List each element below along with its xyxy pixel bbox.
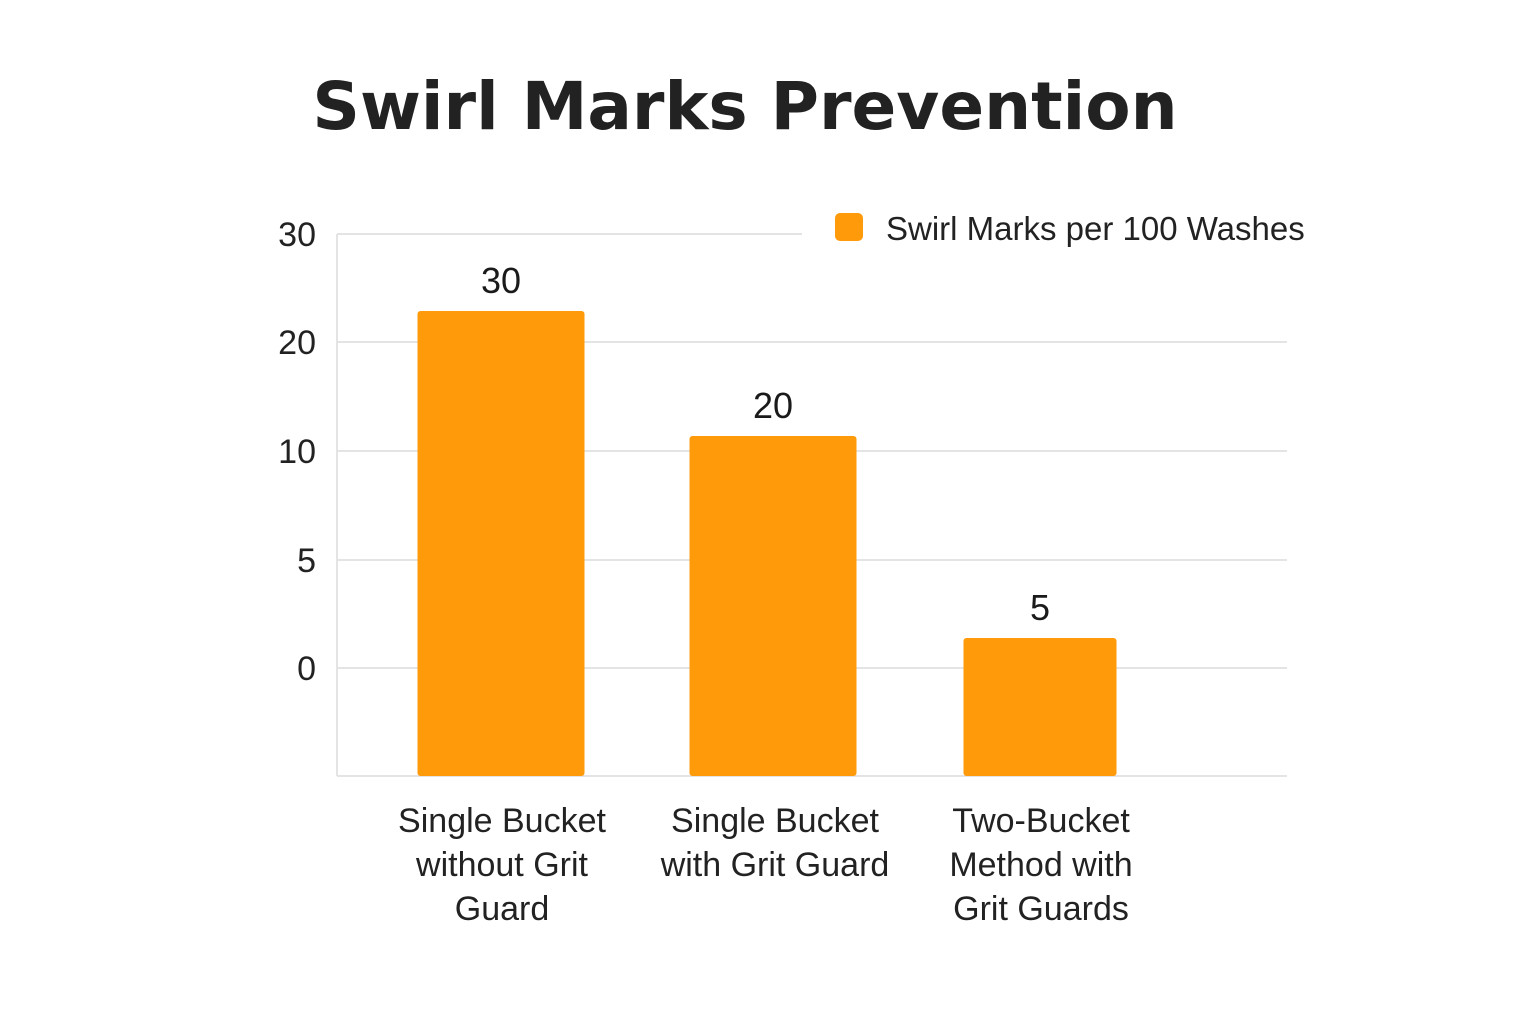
bars xyxy=(417,311,1117,776)
legend-swatch xyxy=(835,213,863,241)
data-labels: 30 20 5 xyxy=(481,260,1050,628)
y-tick-label: 0 xyxy=(297,650,316,688)
data-label: 5 xyxy=(1030,587,1050,628)
bar[interactable] xyxy=(689,436,857,776)
category-label: Two-Bucket xyxy=(952,802,1130,840)
legend[interactable]: Swirl Marks per 100 Washes xyxy=(835,210,1305,247)
category-label: Method with xyxy=(949,846,1132,884)
category-labels: Single Bucket without Grit Guard Single Buc… xyxy=(398,802,1133,928)
y-tick-label: 20 xyxy=(278,324,316,362)
legend-label: Swirl Marks per 100 Washes xyxy=(886,210,1305,247)
bar[interactable] xyxy=(963,638,1117,776)
category-label: Guard xyxy=(455,890,550,928)
category-label: without Grit xyxy=(415,846,588,884)
category-label: Single Bucket xyxy=(398,802,606,840)
y-tick-label: 30 xyxy=(278,216,316,254)
y-tick-label: 10 xyxy=(278,433,316,471)
category-label: Single Bucket xyxy=(671,802,879,840)
chart-title: Swirl Marks Prevention xyxy=(312,68,1178,145)
category-label: with Grit Guard xyxy=(660,846,890,884)
bar[interactable] xyxy=(417,311,585,776)
data-label: 30 xyxy=(481,260,521,301)
data-label: 20 xyxy=(753,385,793,426)
y-tick-label: 5 xyxy=(297,542,316,580)
category-label: Grit Guards xyxy=(953,890,1129,928)
